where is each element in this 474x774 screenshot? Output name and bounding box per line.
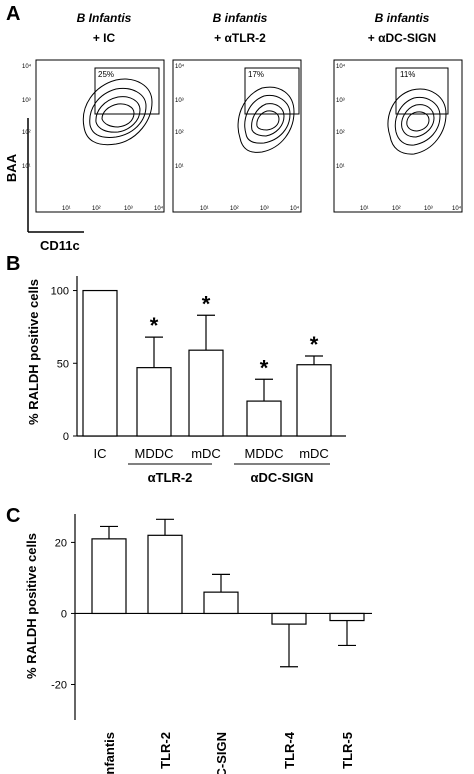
x-tick-label: mDC [191,446,221,461]
y-tick-label: 10⁴ [175,63,185,70]
bar [329,612,365,622]
x-tick-label: MDDC [135,446,174,461]
panel-c-letter: C [6,505,20,527]
bar [91,538,127,615]
x-tick-label: mDC [299,446,329,461]
cd11c-label: CD11c [40,238,80,253]
gate-box [395,67,449,115]
density-contours [387,88,447,155]
y-tick-label: 0 [61,608,67,620]
bar [203,591,239,615]
flow-plot-adcsign: B infantis + αDC-SIGN 11% 10⁴ 10³ 10² 10… [333,11,463,213]
flow-plot-frame [35,59,165,213]
panel-c-chart: -20 0 20 B infantis TLR-2 DC-SIGN TLR-4 TLR-5 [51,514,372,774]
panel-b-ylabel: % RALDH positive cells [26,279,41,425]
x-tick-label: IC [94,446,107,461]
axis-ticks: 10⁴ 10³ 10² 10¹ 10¹ 10² 10³ 10⁴ [175,63,300,212]
panel-b-chart: 0 50 100 IC MDDC * mDC * MDDC * mDC * [51,276,346,461]
y-tick-label: 0 [63,431,69,443]
bar [188,349,224,437]
flow-plot-condition-3: + αDC-SIGN [368,31,436,45]
x-tick-label: 10⁴ [452,205,462,212]
bar [271,612,307,625]
x-tick-label: 10⁴ [290,205,300,212]
flow-plot-condition-1: + IC [93,31,116,45]
x-tick-label: 10³ [424,206,433,212]
y-tick-label: 10³ [22,98,31,104]
y-tick-label: 20 [55,537,67,549]
flow-plot-frame [172,59,302,213]
bar [82,289,118,437]
x-tick-label: TLR-4 [282,731,297,769]
y-tick-label: 50 [57,358,69,370]
gate-percent: 11% [400,70,415,79]
flow-plot-title-3: B infantis [375,11,430,25]
panel-b-letter: B [6,253,20,275]
axis-ticks: 10⁴ 10³ 10² 10¹ 10¹ 10² 10³ 10⁴ [22,63,164,212]
bar [136,367,172,437]
significance-star: * [202,291,211,316]
density-contours [82,78,153,146]
y-tick-label: 10³ [336,98,345,104]
significance-star: * [150,313,159,338]
x-tick-label: TLR-5 [340,732,355,769]
x-tick-label: 10¹ [62,206,71,212]
group-label-atlr2: αTLR-2 [148,470,193,485]
axis-ticks: 10⁴ 10³ 10² 10¹ 10¹ 10² 10³ 10⁴ [336,63,462,212]
x-tick-label: 10² [230,206,239,212]
gate-box [244,67,300,115]
y-tick-label: -20 [51,679,67,691]
flow-plot-atlr2: B infantis + αTLR-2 17% 10⁴ 10³ 10² 10¹ … [172,11,302,213]
bar [296,364,332,437]
flow-plot-condition-2: + αTLR-2 [214,31,266,45]
panel-c-ylabel: % RALDH positive cells [24,533,39,679]
group-label-adcsign: αDC-SIGN [251,470,314,485]
y-tick-label: 10¹ [336,164,345,170]
bar [246,400,282,437]
y-tick-label: 10² [336,130,345,136]
x-tick-label: 10⁴ [154,205,164,212]
y-tick-label: 10³ [175,98,184,104]
x-tick-label: 10¹ [360,206,369,212]
significance-star: * [310,332,319,357]
y-tick-label: 10⁴ [336,63,346,70]
significance-star: * [260,355,269,380]
density-contours [237,86,295,153]
baa-label: BAA [4,153,19,182]
x-tick-label: 10² [92,206,101,212]
x-tick-label: TLR-2 [158,732,173,769]
y-tick-label: 100 [51,286,69,298]
x-tick-label: B infantis [102,732,117,774]
x-tick-label: 10² [392,206,401,212]
x-tick-label: MDDC [245,446,284,461]
flow-plot-title-2: B infantis [213,11,268,25]
flow-plot-title-1: B Infantis [77,11,132,25]
x-tick-label: 10¹ [200,206,209,212]
y-tick-label: 10² [22,130,31,136]
y-tick-label: 10² [175,130,184,136]
gate-percent: 25% [98,70,114,79]
gate-percent: 17% [248,70,264,79]
gate-box [94,67,160,115]
panel-a-letter: A [6,3,20,25]
y-tick-label: 10¹ [175,164,184,170]
x-tick-label: 10³ [124,206,133,212]
x-tick-label: 10³ [260,206,269,212]
y-tick-label: 10⁴ [22,63,32,70]
x-tick-label: DC-SIGN [214,732,229,774]
bar [147,534,183,615]
y-tick-label: 10¹ [22,164,31,170]
flow-plot-ic: B Infantis + IC 25% 10⁴ 10³ 10² 10¹ 10¹ … [22,11,165,213]
flow-plot-frame [333,59,463,213]
